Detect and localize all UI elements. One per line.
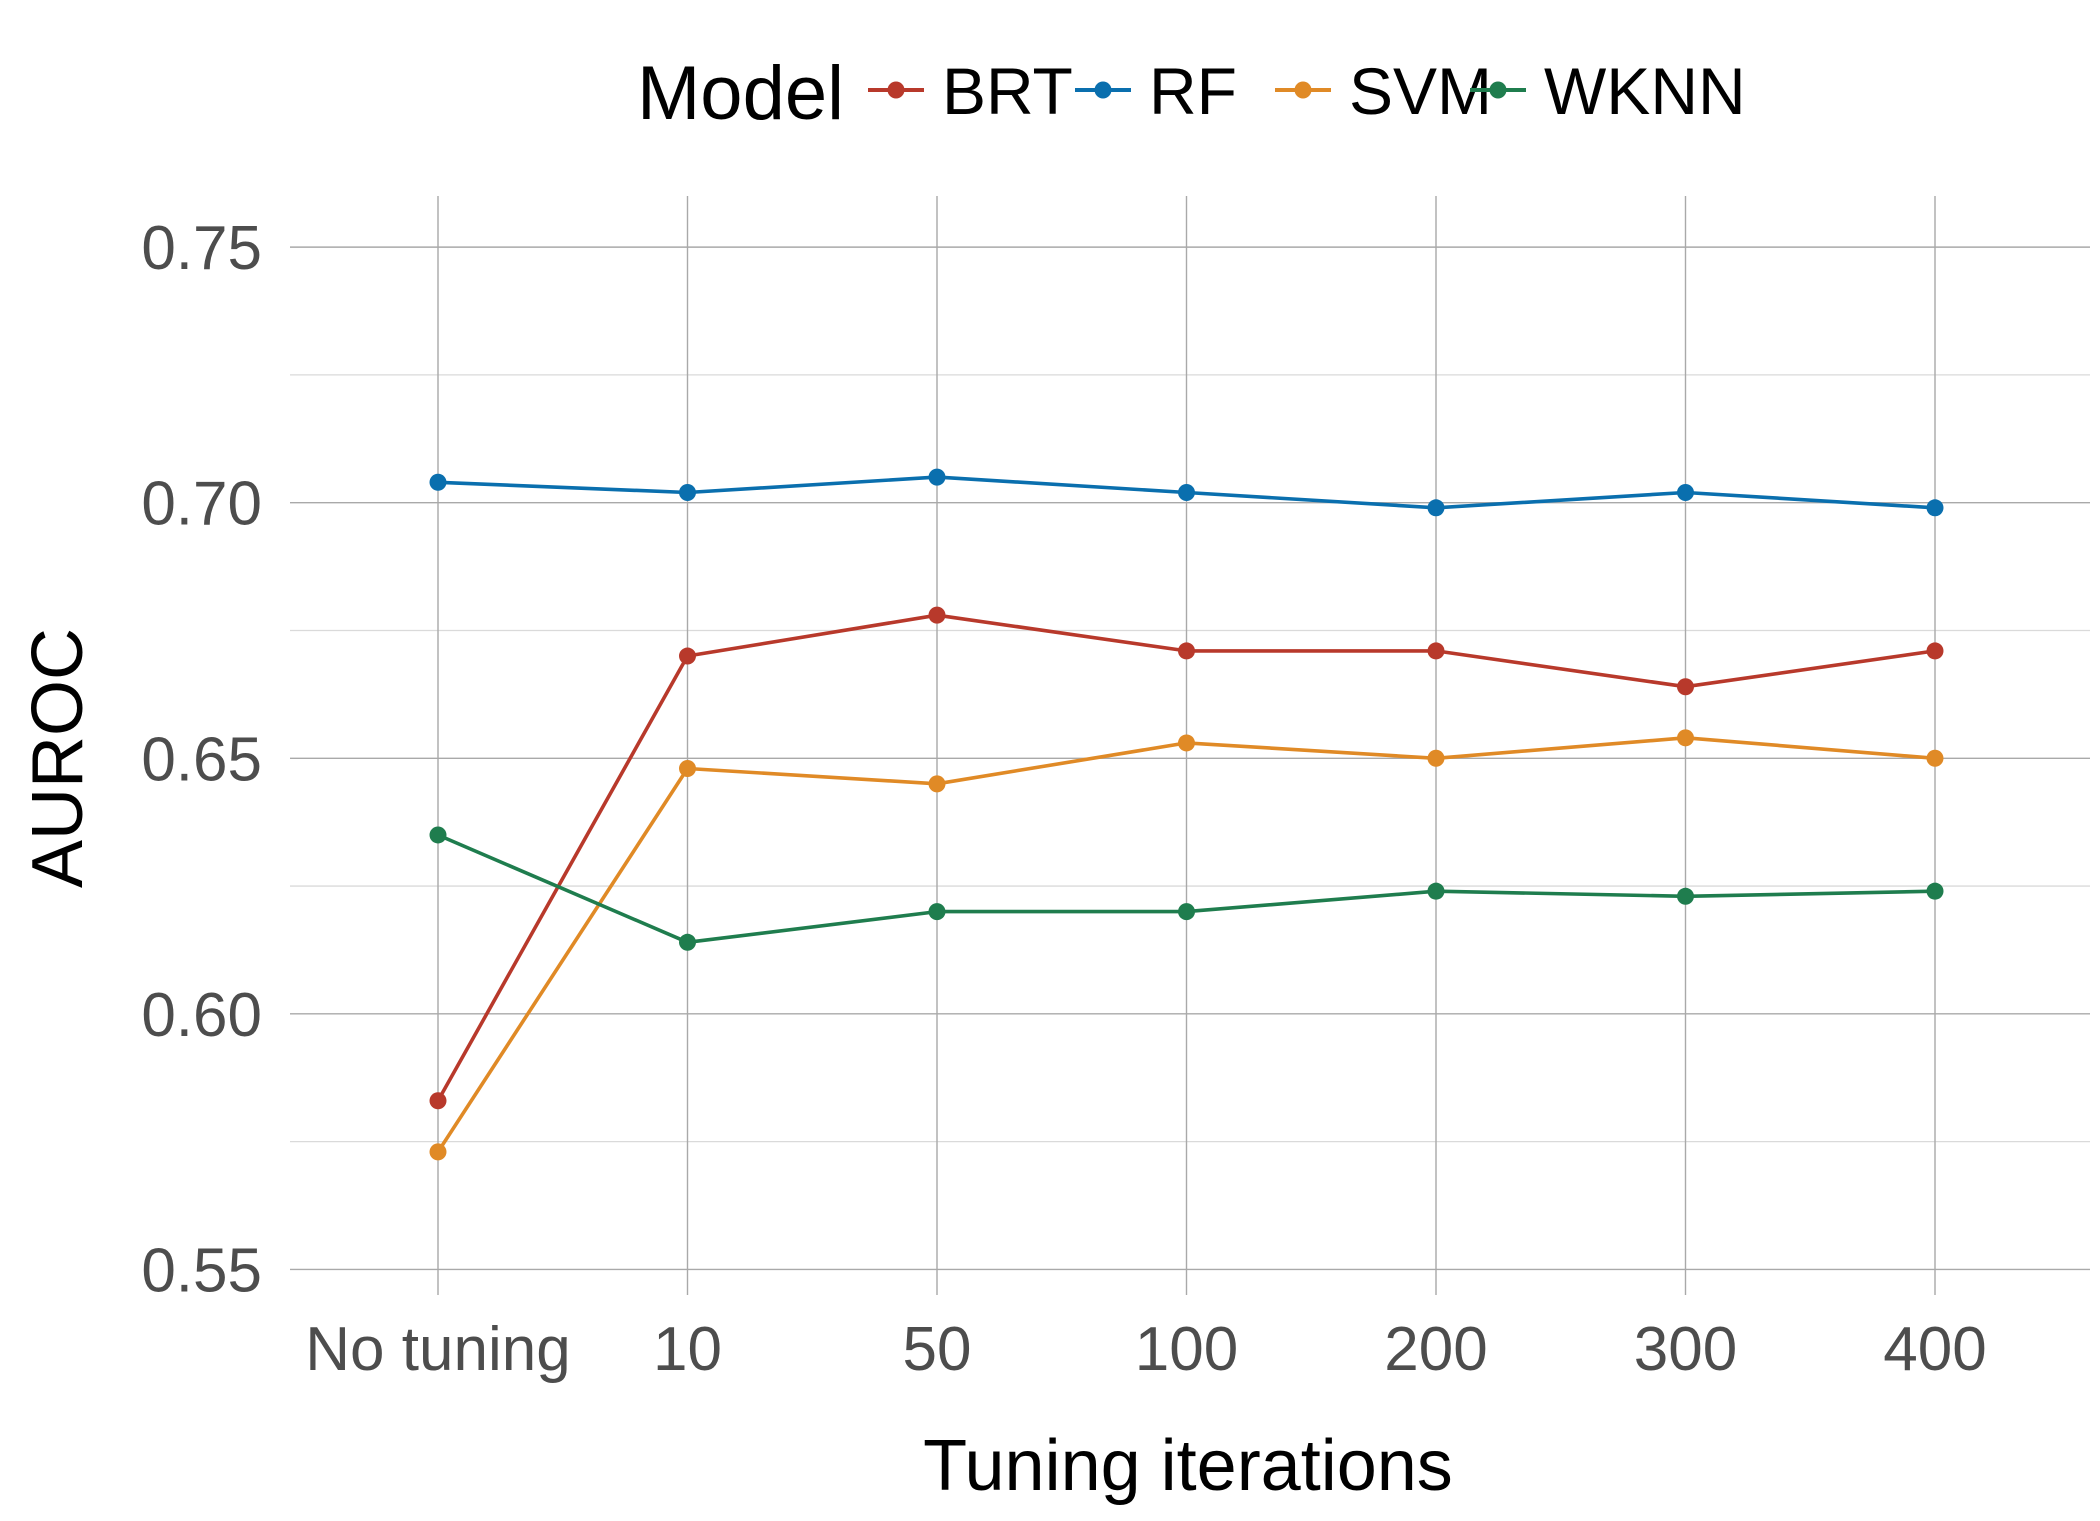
y-tick-label: 0.60 xyxy=(141,981,262,1050)
legend-key-point xyxy=(1094,81,1112,99)
legend-item-brt: BRT xyxy=(868,54,1073,128)
data-point xyxy=(429,826,447,844)
data-point xyxy=(928,468,946,486)
series-wknn xyxy=(429,826,1944,951)
legend-item-rf: RF xyxy=(1075,54,1237,128)
data-point xyxy=(1677,483,1694,501)
data-point xyxy=(1427,642,1445,660)
legend-item-wknn: WKNN xyxy=(1470,54,1746,128)
legend-label: RF xyxy=(1149,54,1237,128)
x-tick-label: 400 xyxy=(1883,1315,1986,1384)
data-point xyxy=(1677,887,1694,905)
data-point xyxy=(1427,499,1445,517)
series-svm xyxy=(429,729,1944,1161)
data-point xyxy=(1178,642,1195,660)
data-point xyxy=(1926,642,1944,660)
legend-item-svm: SVM xyxy=(1275,54,1492,128)
y-tick-label: 0.65 xyxy=(141,725,262,794)
series-rf xyxy=(429,468,1944,517)
data-point xyxy=(1926,882,1944,900)
data-point xyxy=(1178,483,1195,501)
data-point xyxy=(1427,882,1445,900)
legend-key-point xyxy=(887,81,905,99)
x-tick-label: 100 xyxy=(1135,1315,1238,1384)
legend: Model BRT RF SVM WKNN xyxy=(637,51,1746,136)
data-point xyxy=(1677,678,1694,696)
x-axis-title: Tuning iterations xyxy=(923,1426,1453,1506)
legend-label: WKNN xyxy=(1544,54,1746,128)
data-point xyxy=(1178,903,1195,921)
y-axis-ticks: 0.55 0.60 0.65 0.70 0.75 xyxy=(141,214,262,1305)
series-brt xyxy=(429,606,1944,1110)
data-point xyxy=(928,606,946,624)
data-point xyxy=(429,1143,447,1161)
x-tick-label: 200 xyxy=(1384,1315,1487,1384)
data-point xyxy=(928,903,946,921)
legend-key-point xyxy=(1489,81,1507,99)
x-tick-label: 10 xyxy=(653,1315,722,1384)
data-point xyxy=(1926,749,1944,767)
data-point xyxy=(1178,734,1195,752)
legend-label: SVM xyxy=(1349,54,1492,128)
y-tick-label: 0.75 xyxy=(141,214,262,283)
x-tick-label: 50 xyxy=(903,1315,972,1384)
data-point xyxy=(429,473,447,491)
x-tick-label: 300 xyxy=(1634,1315,1737,1384)
legend-key-point xyxy=(1294,81,1312,99)
y-axis-title: AUROC xyxy=(18,628,98,888)
data-point xyxy=(429,1092,447,1110)
legend-label: BRT xyxy=(942,54,1073,128)
legend-items: BRT RF SVM WKNN xyxy=(868,54,1746,128)
y-tick-label: 0.55 xyxy=(141,1236,262,1305)
data-point xyxy=(679,483,696,501)
data-point xyxy=(679,647,696,665)
x-axis-ticks: No tuning 10 50 100 200 300 400 xyxy=(305,1315,1986,1384)
series-lines xyxy=(429,468,1944,1161)
data-point xyxy=(679,760,696,778)
legend-title: Model xyxy=(637,51,844,136)
data-point xyxy=(1926,499,1944,517)
data-point xyxy=(1677,729,1694,747)
data-point xyxy=(679,933,696,951)
x-tick-label: No tuning xyxy=(305,1315,570,1384)
y-tick-label: 0.70 xyxy=(141,470,262,539)
data-point xyxy=(1427,749,1445,767)
data-point xyxy=(928,775,946,793)
